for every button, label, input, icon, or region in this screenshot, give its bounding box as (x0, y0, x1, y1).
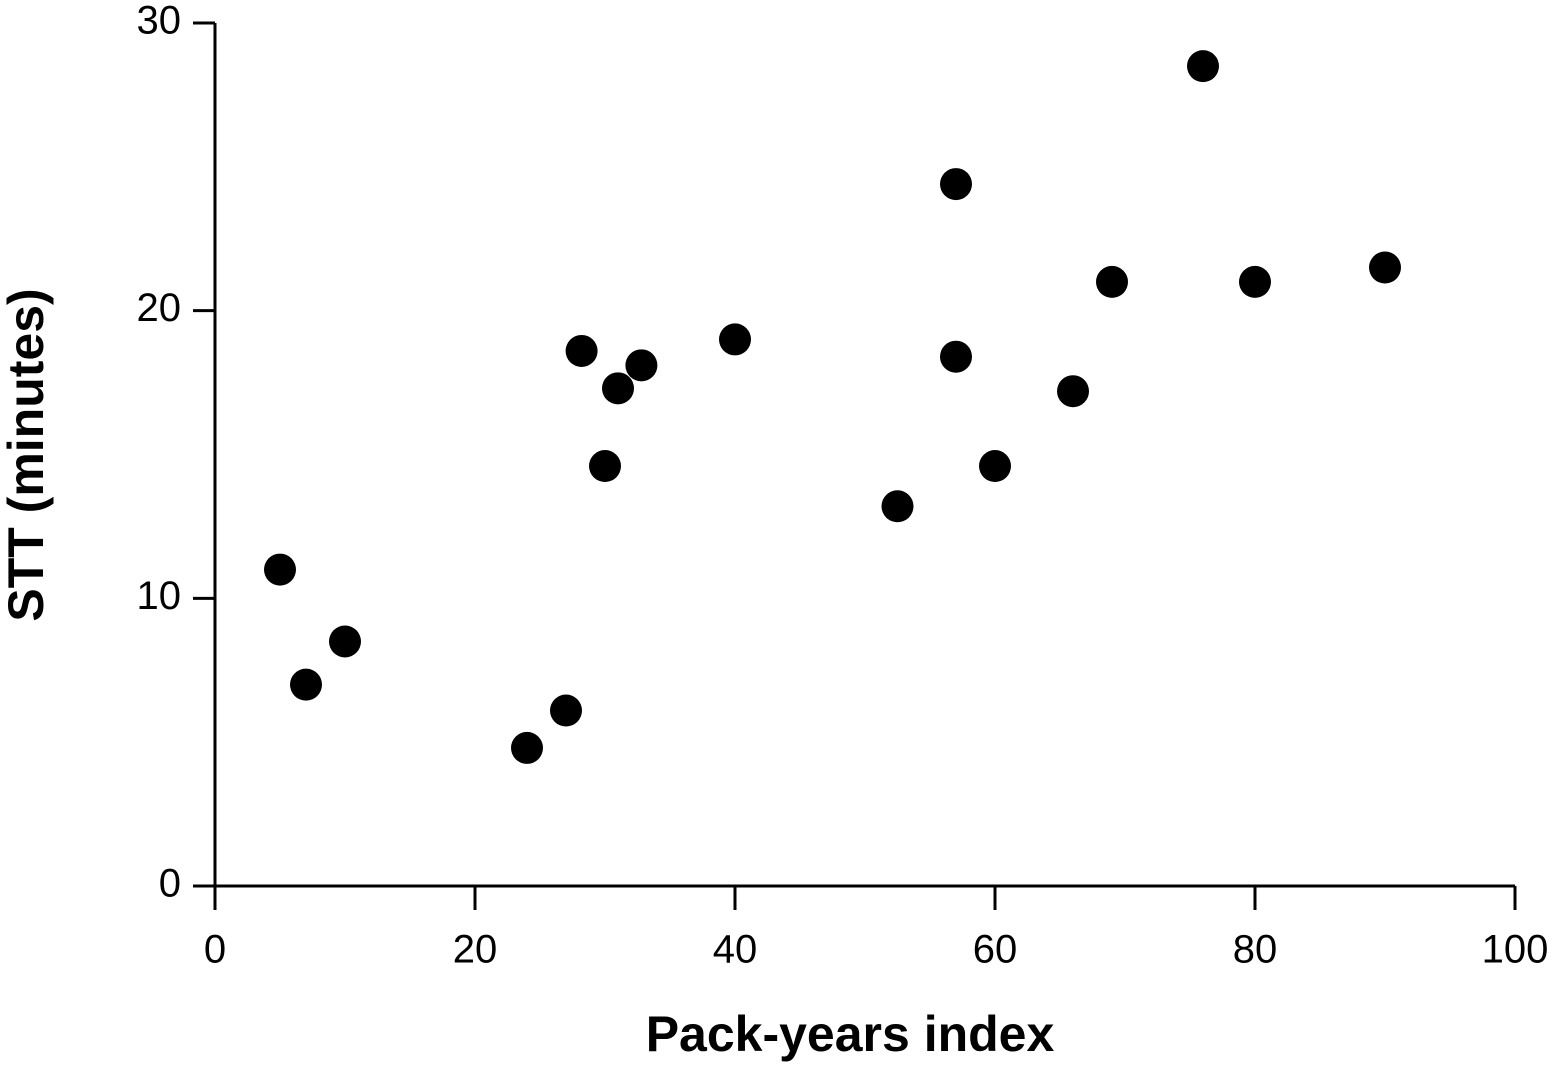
point (565, 334, 598, 367)
y-axis-title: STT (minutes) (0, 288, 54, 621)
point (602, 372, 634, 405)
point (589, 450, 621, 483)
point (719, 323, 751, 356)
point (1239, 265, 1271, 298)
point (511, 731, 543, 764)
x-tick-label: 100 (1482, 928, 1549, 972)
point (940, 168, 972, 201)
point (1187, 50, 1219, 83)
x-tick-label: 60 (973, 928, 1018, 972)
y-tick-label: 30 (137, 0, 182, 43)
point (625, 349, 658, 382)
x-tick-label: 40 (713, 928, 758, 972)
point (290, 668, 322, 701)
x-tick-label: 0 (204, 928, 226, 972)
point (1057, 375, 1089, 408)
x-axis-title: Pack-years index (646, 1006, 1055, 1062)
point (1096, 265, 1128, 298)
point (264, 553, 296, 586)
point (979, 450, 1011, 483)
x-tick-label: 80 (1233, 928, 1278, 972)
y-tick-label: 20 (137, 286, 182, 330)
x-tick-label: 20 (453, 928, 498, 972)
point (550, 694, 582, 727)
point (1369, 251, 1401, 284)
point (881, 490, 914, 523)
point (940, 340, 972, 373)
y-tick-label: 0 (159, 862, 181, 906)
point (329, 625, 361, 658)
y-tick-label: 10 (137, 574, 182, 618)
